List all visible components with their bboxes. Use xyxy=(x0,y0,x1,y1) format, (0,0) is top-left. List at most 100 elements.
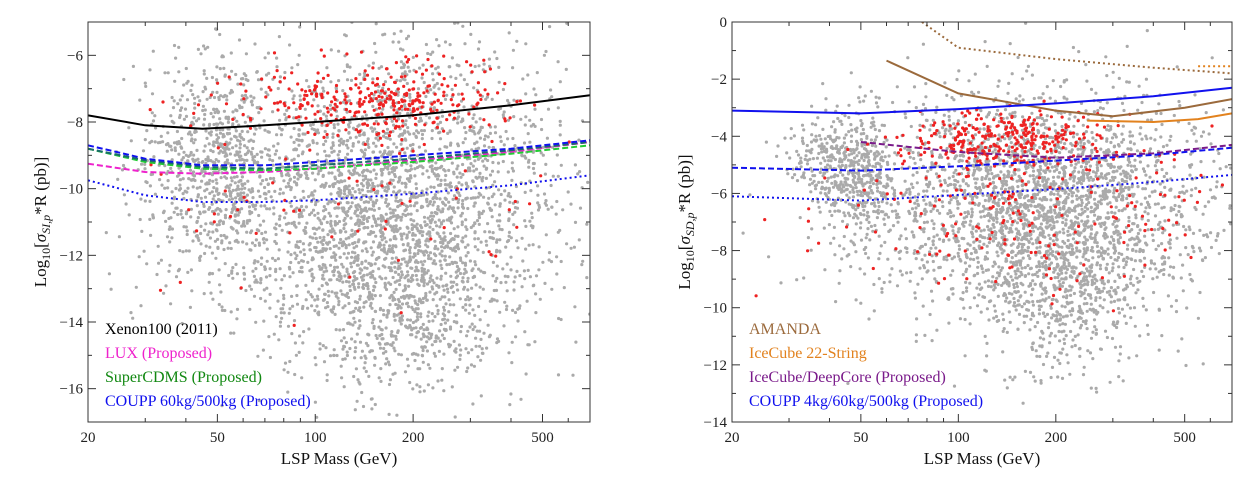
scatter-point xyxy=(118,235,121,238)
scatter-point xyxy=(293,94,296,97)
scatter-point xyxy=(186,233,189,236)
scatter-point xyxy=(389,266,392,269)
scatter-point xyxy=(316,80,319,83)
scatter-point xyxy=(840,123,843,126)
scatter-point xyxy=(238,146,241,149)
scatter-point xyxy=(389,97,392,100)
scatter-point xyxy=(243,144,246,147)
scatter-point xyxy=(354,223,357,226)
scatter-point xyxy=(359,295,362,298)
scatter-point xyxy=(210,93,213,96)
scatter-point xyxy=(362,283,365,286)
scatter-point xyxy=(1192,132,1195,135)
scatter-point xyxy=(416,166,419,169)
scatter-point xyxy=(832,139,835,142)
scatter-point xyxy=(288,360,291,363)
scatter-point xyxy=(422,64,425,67)
scatter-point xyxy=(455,283,458,286)
scatter-point xyxy=(847,130,850,133)
scatter-point xyxy=(254,267,257,270)
scatter-point xyxy=(852,179,855,182)
scatter-point xyxy=(215,122,218,125)
scatter-point xyxy=(441,367,444,370)
scatter-point xyxy=(215,182,218,185)
scatter-point xyxy=(495,238,498,241)
scatter-point xyxy=(264,231,267,234)
scatter-point xyxy=(419,312,422,315)
scatter-point xyxy=(334,313,337,316)
scatter-point xyxy=(349,87,352,90)
scatter-point xyxy=(374,357,377,360)
scatter-point xyxy=(360,51,363,54)
scatter-point xyxy=(400,311,403,314)
scatter-point xyxy=(229,195,232,198)
scatter-point xyxy=(371,151,374,154)
scatter-point xyxy=(461,93,464,96)
scatter-point xyxy=(252,205,255,208)
scatter-point xyxy=(431,312,434,315)
scatter-point xyxy=(253,259,256,262)
scatter-point xyxy=(515,40,518,43)
scatter-point xyxy=(206,46,209,49)
scatter-point xyxy=(214,111,217,114)
scatter-point xyxy=(387,203,390,206)
scatter-point xyxy=(523,219,526,222)
scatter-point xyxy=(274,227,277,230)
scatter-point xyxy=(401,182,404,185)
scatter-point xyxy=(526,73,529,76)
scatter-point xyxy=(1225,165,1228,168)
scatter-point xyxy=(836,151,839,154)
scatter-point xyxy=(371,397,374,400)
scatter-point xyxy=(268,158,271,161)
scatter-point xyxy=(557,106,560,109)
scatter-point xyxy=(440,379,443,382)
scatter-point xyxy=(344,128,347,131)
scatter-point xyxy=(246,180,249,183)
scatter-point xyxy=(834,199,837,202)
scatter-point xyxy=(176,175,179,178)
scatter-point xyxy=(127,126,130,129)
scatter-point xyxy=(329,264,332,267)
scatter-point xyxy=(406,226,409,229)
scatter-point xyxy=(858,100,861,103)
scatter-point xyxy=(322,263,325,266)
scatter-point xyxy=(476,355,479,358)
scatter-point xyxy=(482,332,485,335)
scatter-point xyxy=(527,161,530,164)
scatter-point xyxy=(324,249,327,252)
scatter-point xyxy=(543,282,546,285)
scatter-point xyxy=(498,81,501,84)
scatter-point xyxy=(270,195,273,198)
scatter-point xyxy=(509,392,512,395)
scatter-point xyxy=(412,308,415,311)
scatter-point xyxy=(1182,289,1185,292)
scatter-point xyxy=(453,340,456,343)
scatter-point xyxy=(278,215,281,218)
scatter-point xyxy=(328,212,331,215)
scatter-point xyxy=(426,223,429,226)
scatter-point xyxy=(539,174,542,177)
scatter-point xyxy=(208,123,211,126)
scatter-point xyxy=(406,233,409,236)
scatter-point xyxy=(275,223,278,226)
scatter-point xyxy=(444,40,447,43)
scatter-point xyxy=(400,353,403,356)
scatter-point xyxy=(160,135,163,138)
scatter-point xyxy=(392,276,395,279)
scatter-point xyxy=(287,182,290,185)
scatter-point xyxy=(227,274,230,277)
scatter-point xyxy=(379,150,382,153)
scatter-point xyxy=(478,211,481,214)
scatter-point xyxy=(179,213,182,216)
scatter-point xyxy=(586,181,589,184)
scatter-point xyxy=(358,102,361,105)
scatter-point xyxy=(303,133,306,136)
scatter-point xyxy=(235,317,238,320)
scatter-point xyxy=(504,275,507,278)
scatter-point xyxy=(230,310,233,313)
scatter-point xyxy=(382,313,385,316)
scatter-point xyxy=(398,107,401,110)
scatter-point xyxy=(527,166,530,169)
scatter-point xyxy=(259,278,262,281)
scatter-point xyxy=(338,241,341,244)
